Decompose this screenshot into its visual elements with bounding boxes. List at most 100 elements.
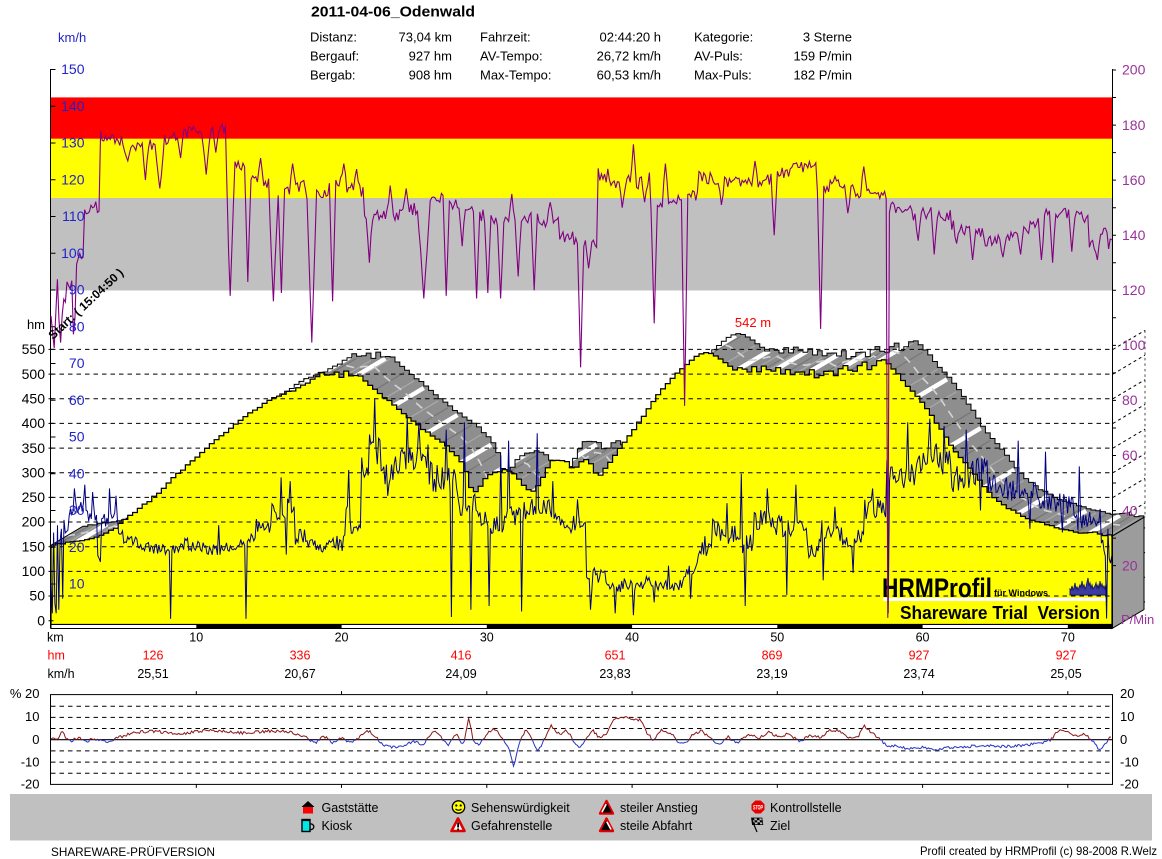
svg-text:80: 80 <box>69 318 85 334</box>
svg-text:Max-Tempo:: Max-Tempo: <box>480 68 552 83</box>
svg-text:0: 0 <box>37 612 45 628</box>
svg-text:steile Abfahrt: steile Abfahrt <box>620 819 693 833</box>
svg-text:400: 400 <box>22 415 46 431</box>
svg-text:% 20: % 20 <box>10 686 40 701</box>
svg-text:160: 160 <box>1122 172 1146 188</box>
svg-text:26,72 km/h: 26,72 km/h <box>597 49 661 64</box>
svg-text:73,04 km: 73,04 km <box>399 29 452 44</box>
svg-text:542 m: 542 m <box>735 315 771 330</box>
svg-text:40: 40 <box>69 465 85 481</box>
svg-text:927: 927 <box>1056 649 1077 663</box>
svg-text:869: 869 <box>762 649 783 663</box>
svg-text:AV-Tempo:: AV-Tempo: <box>480 49 543 64</box>
svg-text:für Windows: für Windows <box>994 588 1048 599</box>
svg-text:180: 180 <box>1122 117 1146 133</box>
svg-text:40: 40 <box>1122 502 1138 518</box>
svg-text:-10: -10 <box>21 755 40 770</box>
svg-text:140: 140 <box>61 98 85 114</box>
svg-text:km: km <box>47 631 64 645</box>
svg-text:336: 336 <box>290 649 311 663</box>
svg-text:550: 550 <box>22 341 46 357</box>
svg-text:10: 10 <box>1120 709 1134 724</box>
svg-text:Gefahrenstelle: Gefahrenstelle <box>471 819 552 833</box>
svg-text:Max-Puls:: Max-Puls: <box>694 68 752 83</box>
svg-text:20: 20 <box>335 631 349 645</box>
svg-text:159 P/min: 159 P/min <box>793 49 852 64</box>
svg-text:23,19: 23,19 <box>756 667 787 681</box>
svg-text:Distanz:: Distanz: <box>310 29 357 44</box>
svg-text:hm: hm <box>48 649 65 663</box>
svg-text:Profil created by HRMProfil (c: Profil created by HRMProfil (c) 98-2008 … <box>920 844 1157 858</box>
svg-text:100: 100 <box>61 245 85 261</box>
svg-text:250: 250 <box>22 489 46 505</box>
svg-text:km/h: km/h <box>48 667 75 681</box>
svg-text:Bergab:: Bergab: <box>310 68 356 83</box>
svg-text:steiler Anstieg: steiler Anstieg <box>620 801 698 815</box>
svg-text:P/Min: P/Min <box>1121 612 1154 627</box>
svg-text:STOP: STOP <box>753 805 763 812</box>
svg-text:70: 70 <box>69 355 85 371</box>
svg-text:130: 130 <box>61 135 85 151</box>
svg-text:km/h: km/h <box>58 30 86 45</box>
svg-text:20: 20 <box>1122 557 1138 573</box>
svg-text:927: 927 <box>909 649 930 663</box>
svg-text:908 hm: 908 hm <box>409 68 452 83</box>
svg-text:Kategorie:: Kategorie: <box>694 29 753 44</box>
svg-text:120: 120 <box>1122 282 1146 298</box>
svg-text:10: 10 <box>69 576 85 592</box>
svg-text:300: 300 <box>22 464 46 480</box>
svg-text:40: 40 <box>625 631 639 645</box>
svg-text:140: 140 <box>1122 227 1146 243</box>
svg-text:02:44:20 h: 02:44:20 h <box>600 29 661 44</box>
svg-text:0: 0 <box>32 732 39 747</box>
svg-text:Sehenswürdigkeit: Sehenswürdigkeit <box>471 801 570 815</box>
svg-text:10: 10 <box>189 631 203 645</box>
svg-text:70: 70 <box>1061 631 1075 645</box>
svg-text:23,74: 23,74 <box>903 667 934 681</box>
svg-text:150: 150 <box>22 538 46 554</box>
svg-text:200: 200 <box>22 514 46 530</box>
svg-text:500: 500 <box>22 366 46 382</box>
svg-text:60: 60 <box>1122 447 1138 463</box>
svg-text:20: 20 <box>69 539 85 555</box>
svg-text:50: 50 <box>69 429 85 445</box>
svg-text:25,51: 25,51 <box>137 667 168 681</box>
svg-text:110: 110 <box>62 208 85 224</box>
svg-text:30: 30 <box>69 502 85 518</box>
svg-text:Kontrollstelle: Kontrollstelle <box>770 801 842 815</box>
svg-text:hm: hm <box>27 317 45 332</box>
svg-text:2011-04-06_Odenwald: 2011-04-06_Odenwald <box>311 4 475 21</box>
svg-text:Fahrzeit:: Fahrzeit: <box>480 29 531 44</box>
svg-text:100: 100 <box>22 563 46 579</box>
svg-text:126: 126 <box>143 649 164 663</box>
svg-text:Shareware Trial Version: Shareware Trial Version <box>900 603 1100 623</box>
svg-text:10: 10 <box>25 709 39 724</box>
svg-text:651: 651 <box>605 649 626 663</box>
svg-text:50: 50 <box>770 631 784 645</box>
svg-text:-10: -10 <box>1120 755 1139 770</box>
svg-text:100: 100 <box>1122 337 1146 353</box>
svg-text:Kiosk: Kiosk <box>322 819 353 833</box>
svg-text:80: 80 <box>1122 392 1138 408</box>
svg-text:AV-Puls:: AV-Puls: <box>694 49 743 64</box>
svg-text:0: 0 <box>1120 732 1127 747</box>
svg-text:3 Sterne: 3 Sterne <box>803 29 852 44</box>
svg-text:927 hm: 927 hm <box>409 49 452 64</box>
svg-text:25,05: 25,05 <box>1050 667 1081 681</box>
svg-text:Bergauf:: Bergauf: <box>310 49 359 64</box>
svg-text:20,67: 20,67 <box>284 667 315 681</box>
svg-text:20: 20 <box>1120 686 1134 701</box>
svg-text:90: 90 <box>69 282 85 298</box>
svg-text:50: 50 <box>29 588 45 604</box>
svg-text:-20: -20 <box>1120 777 1139 792</box>
svg-text:120: 120 <box>61 171 85 187</box>
svg-text:182 P/min: 182 P/min <box>793 68 852 83</box>
svg-text:Ziel: Ziel <box>770 819 790 833</box>
svg-text:Gaststätte: Gaststätte <box>322 801 379 815</box>
svg-text:150: 150 <box>61 61 85 77</box>
svg-text:24,09: 24,09 <box>445 667 476 681</box>
svg-text:200: 200 <box>1122 62 1146 78</box>
svg-text:60: 60 <box>916 631 930 645</box>
svg-text:23,83: 23,83 <box>599 667 630 681</box>
svg-text:416: 416 <box>451 649 472 663</box>
